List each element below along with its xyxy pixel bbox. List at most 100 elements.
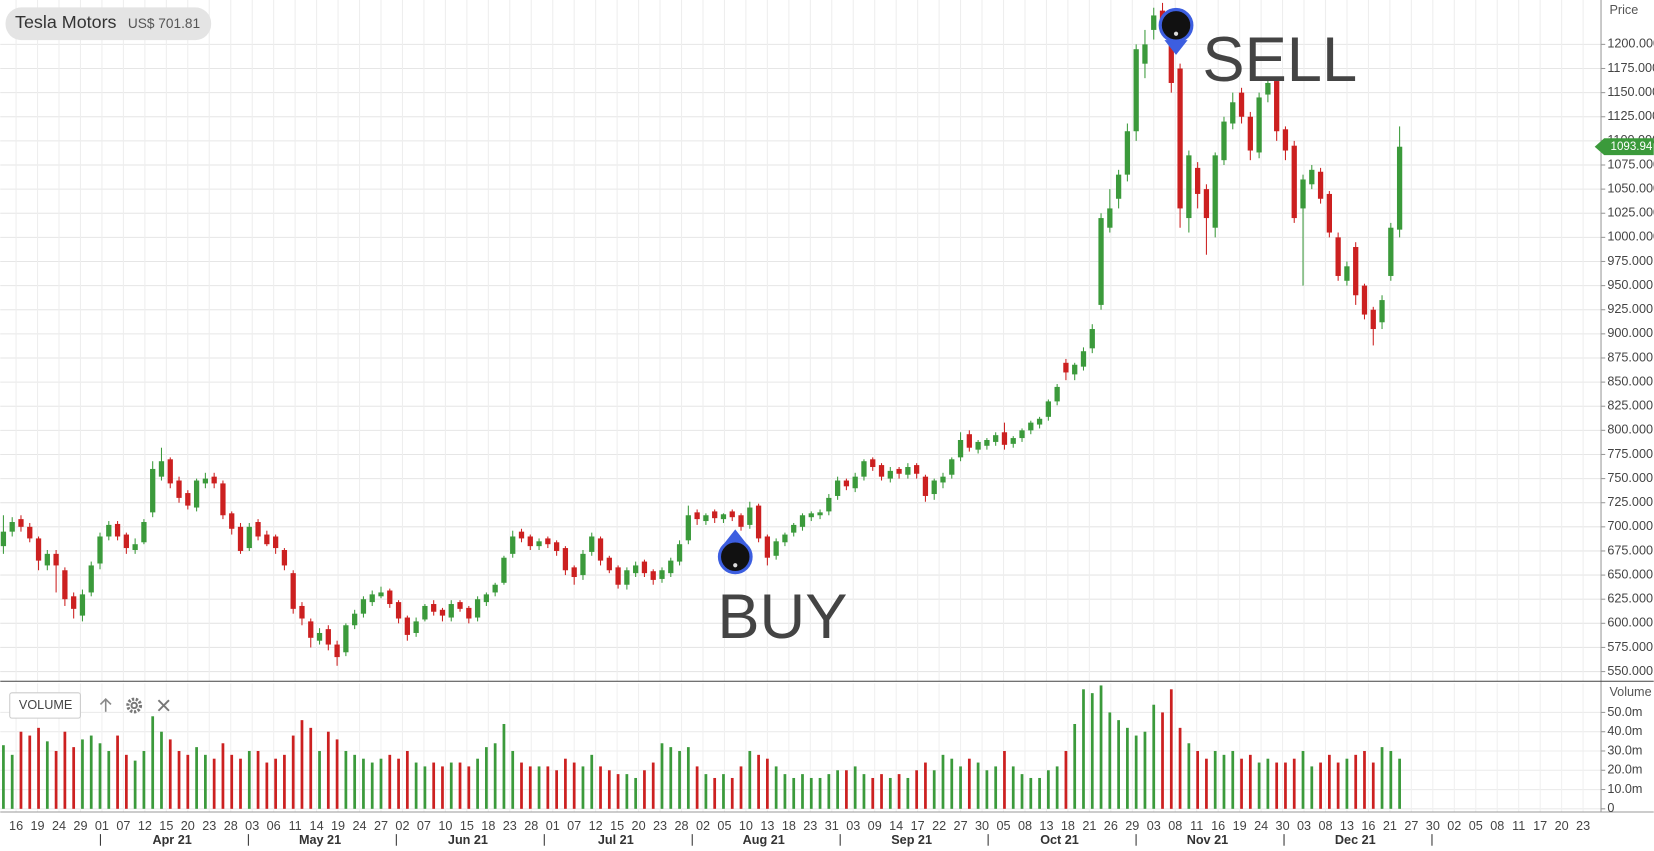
volume-bar <box>1213 750 1217 809</box>
x-tick-label: 31 <box>825 819 839 833</box>
move-up-icon[interactable] <box>99 698 112 712</box>
settings-icon[interactable] <box>126 697 143 714</box>
candle-body <box>1203 189 1210 219</box>
candle-body <box>1107 208 1113 228</box>
volume-bar <box>959 766 962 809</box>
x-tick-label: 22 <box>932 819 946 833</box>
volume-bar <box>801 774 804 809</box>
volume-bar <box>730 777 734 809</box>
y-tick-label: 1125.000 <box>1607 109 1654 123</box>
volume-bar <box>1196 750 1200 809</box>
candle-body <box>1265 82 1271 95</box>
candle-body <box>1238 92 1245 117</box>
candle-body <box>1028 422 1034 431</box>
candle-body <box>1098 218 1104 305</box>
candle-body <box>150 468 156 513</box>
grid <box>0 0 1602 812</box>
candle-body <box>395 602 402 619</box>
x-tick-label: 08 <box>1490 819 1504 833</box>
volume-bar <box>862 774 866 809</box>
volume-bar <box>827 774 831 809</box>
candle-body <box>290 573 296 609</box>
y-tick-label: 575.000 <box>1607 640 1653 654</box>
volume-legend-box[interactable] <box>9 692 81 719</box>
x-tick-label: 19 <box>31 819 45 833</box>
volume-bar <box>1046 770 1050 809</box>
candle-body <box>536 541 542 547</box>
y-tick-label: 1175.000 <box>1607 61 1654 75</box>
volume-bar <box>423 766 427 809</box>
volume-bar <box>81 739 84 809</box>
volume-bar <box>309 727 313 809</box>
volume-bar <box>915 770 919 809</box>
volume-bar <box>1240 758 1243 809</box>
candle-body <box>1177 68 1183 209</box>
candle-body <box>1124 131 1131 175</box>
candle-body <box>404 617 410 635</box>
candle-body <box>466 607 472 619</box>
candle-body <box>53 553 59 566</box>
x-tick-label: 24 <box>52 819 66 833</box>
volume-bar <box>318 750 321 809</box>
candle-body <box>940 476 946 483</box>
x-tick-label: 03 <box>245 819 259 833</box>
volume-bar <box>941 754 945 809</box>
candle-body <box>264 534 270 545</box>
candle-body <box>545 538 551 545</box>
x-tick-label: 12 <box>138 819 152 833</box>
candle-body <box>185 493 191 506</box>
x-tick-label: 06 <box>267 819 281 833</box>
candle-body <box>861 461 867 477</box>
candle-body <box>633 565 639 574</box>
candle-body <box>35 538 42 561</box>
candle-body <box>1379 300 1385 323</box>
candle-body <box>712 511 718 519</box>
y-tick-label: 1025.000 <box>1607 206 1654 220</box>
volume-bar <box>695 766 699 809</box>
x-tick-label: 23 <box>202 819 216 833</box>
x-tick-label: 28 <box>224 819 238 833</box>
volume-bar <box>1275 762 1279 809</box>
candle-body <box>9 522 15 532</box>
volume-y-tick-label: 20.0m <box>1607 763 1642 777</box>
volume-bar <box>1178 727 1182 809</box>
candle-body <box>914 465 920 474</box>
volume-bar <box>283 754 286 809</box>
candle-body <box>88 565 94 593</box>
x-tick-label: 01 <box>546 819 560 833</box>
x-tick-label: 27 <box>1404 819 1418 833</box>
x-tick-label: 07 <box>116 819 130 833</box>
sell-marker <box>1158 7 1194 55</box>
volume-bar <box>1398 758 1401 809</box>
candle-body <box>1361 285 1368 315</box>
candle-body <box>255 522 261 537</box>
volume-bar <box>1336 762 1340 809</box>
candle-body <box>1142 44 1148 64</box>
candle-body <box>97 536 103 564</box>
volume-bar <box>1310 766 1314 809</box>
volume-bar <box>537 766 541 809</box>
x-month-label: Jul 21 <box>598 833 634 847</box>
x-tick-label: 30 <box>1426 819 1440 833</box>
x-month-label: Aug 21 <box>743 833 785 847</box>
close-icon[interactable] <box>157 699 170 712</box>
volume-bar <box>722 774 725 809</box>
candle-body <box>1344 266 1350 281</box>
candle-body <box>1036 418 1043 425</box>
candle-body <box>826 497 832 512</box>
volume-bar <box>458 762 462 809</box>
candle-body <box>158 461 165 477</box>
candle-body <box>474 599 481 618</box>
candle-body <box>272 536 279 549</box>
volume-bar <box>853 766 857 809</box>
candle-body <box>931 480 937 495</box>
x-tick-label: 05 <box>1469 819 1483 833</box>
volume-bar <box>739 766 743 809</box>
candle-body <box>676 544 683 562</box>
x-tick-label: 03 <box>1147 819 1161 833</box>
volume-bar <box>10 754 14 809</box>
volume-bar <box>924 762 927 809</box>
x-tick-label: 20 <box>632 819 646 833</box>
x-tick-label: 03 <box>846 819 860 833</box>
